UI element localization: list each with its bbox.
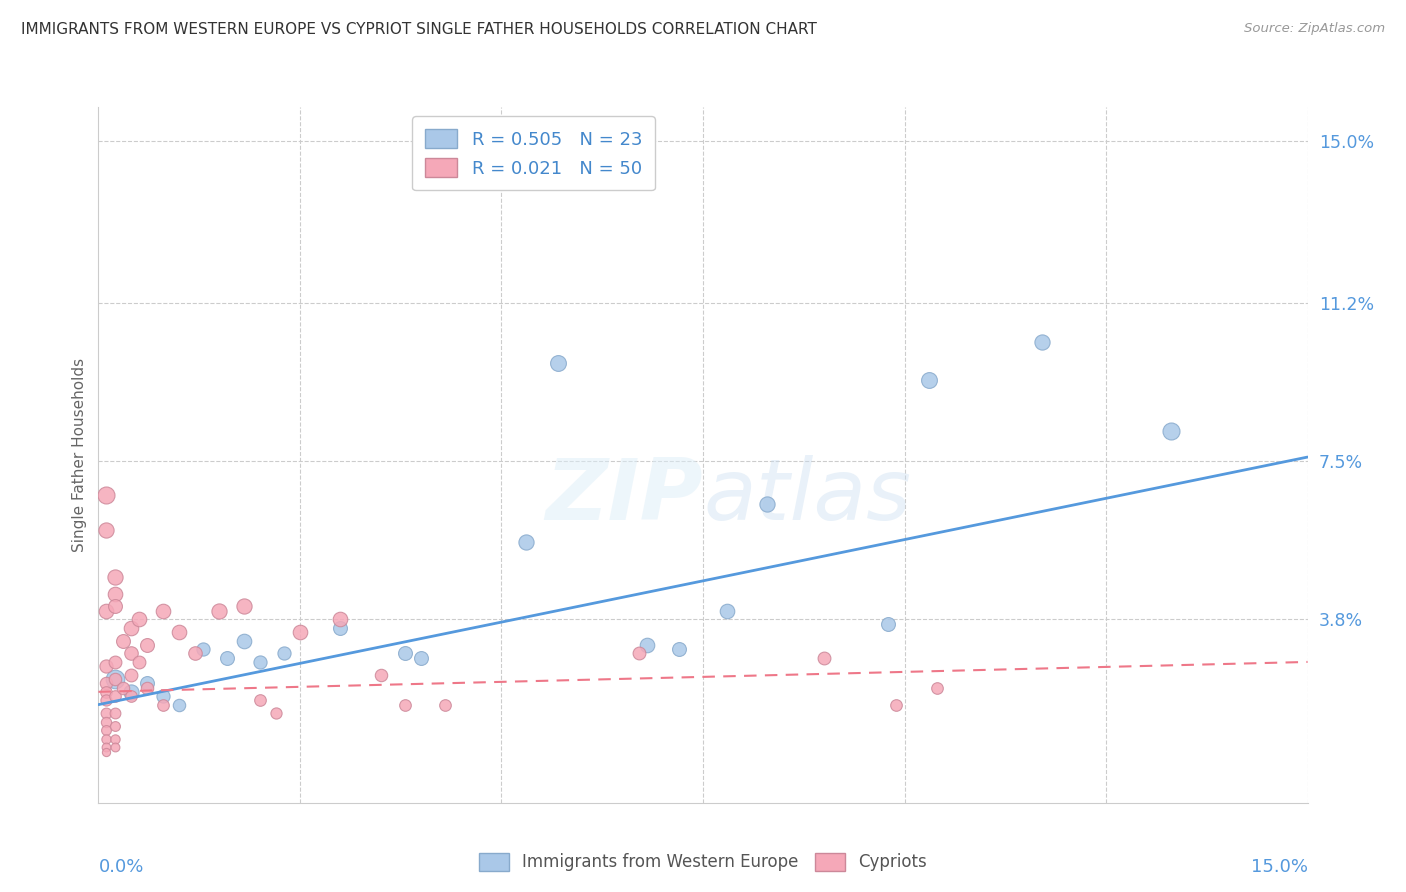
Point: [96, 693, 118, 707]
Point: [96, 488, 118, 502]
Point: [135, 676, 157, 690]
Point: [103, 569, 125, 583]
Text: atlas: atlas: [703, 455, 911, 538]
Point: [152, 698, 174, 712]
Point: [111, 681, 134, 695]
Point: [756, 497, 779, 511]
Point: [288, 625, 311, 640]
Point: [249, 693, 271, 707]
Point: [217, 650, 239, 665]
Text: 0.0%: 0.0%: [98, 858, 143, 876]
Point: [135, 638, 157, 652]
Point: [103, 672, 125, 686]
Text: ZIP: ZIP: [546, 455, 703, 538]
Point: [370, 667, 392, 681]
Point: [96, 731, 118, 746]
Point: [515, 535, 537, 549]
Y-axis label: Single Father Households: Single Father Households: [72, 358, 87, 552]
Point: [232, 633, 254, 648]
Point: [103, 587, 125, 601]
Point: [135, 681, 157, 695]
Point: [96, 676, 118, 690]
Point: [232, 599, 254, 614]
Point: [813, 650, 835, 665]
Point: [96, 523, 118, 537]
Point: [152, 604, 174, 618]
Point: [120, 685, 142, 699]
Point: [128, 612, 150, 626]
Point: [120, 667, 142, 681]
Point: [96, 604, 118, 618]
Point: [636, 638, 658, 652]
Point: [434, 698, 457, 712]
Point: [918, 373, 941, 387]
Point: [547, 356, 569, 370]
Point: [96, 723, 118, 738]
Point: [167, 625, 190, 640]
Point: [103, 731, 125, 746]
Point: [716, 604, 738, 618]
Point: [1160, 425, 1182, 439]
Point: [329, 612, 352, 626]
Point: [877, 616, 900, 631]
Point: [96, 740, 118, 755]
Point: [96, 745, 118, 759]
Point: [1031, 334, 1053, 349]
Point: [96, 706, 118, 721]
Text: Source: ZipAtlas.com: Source: ZipAtlas.com: [1244, 22, 1385, 36]
Point: [103, 706, 125, 721]
Point: [394, 698, 416, 712]
Point: [925, 681, 948, 695]
Point: [103, 719, 125, 733]
Legend: Immigrants from Western Europe, Cypriots: Immigrants from Western Europe, Cypriots: [472, 846, 934, 878]
Point: [394, 647, 416, 661]
Point: [264, 706, 287, 721]
Point: [103, 672, 125, 686]
Point: [128, 655, 150, 669]
Point: [120, 689, 142, 703]
Point: [96, 685, 118, 699]
Point: [273, 647, 295, 661]
Point: [329, 621, 352, 635]
Text: IMMIGRANTS FROM WESTERN EUROPE VS CYPRIOT SINGLE FATHER HOUSEHOLDS CORRELATION C: IMMIGRANTS FROM WESTERN EUROPE VS CYPRIO…: [21, 22, 817, 37]
Text: 15.0%: 15.0%: [1250, 858, 1308, 876]
Point: [193, 642, 215, 657]
Point: [668, 642, 690, 657]
Point: [103, 740, 125, 755]
Point: [103, 655, 125, 669]
Point: [152, 689, 174, 703]
Point: [886, 698, 908, 712]
Point: [208, 604, 231, 618]
Point: [111, 633, 134, 648]
Point: [167, 698, 190, 712]
Point: [120, 621, 142, 635]
Point: [120, 647, 142, 661]
Point: [96, 714, 118, 729]
Point: [184, 647, 207, 661]
Point: [249, 655, 271, 669]
Point: [627, 647, 650, 661]
Point: [103, 599, 125, 614]
Point: [103, 689, 125, 703]
Point: [96, 659, 118, 673]
Point: [409, 650, 432, 665]
